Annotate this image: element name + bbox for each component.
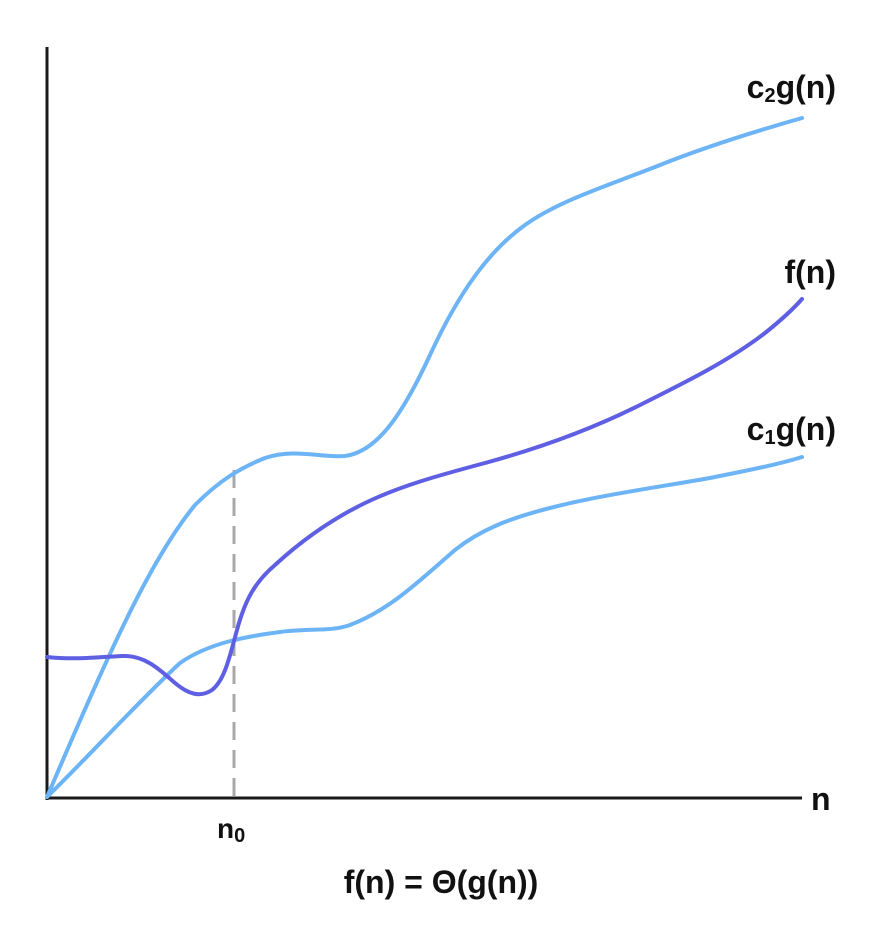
label-fn: f(n) xyxy=(784,254,836,290)
x-axis-label: n xyxy=(811,781,831,817)
threshold-label: n0 xyxy=(217,813,245,847)
label-c1g: c1g(n) xyxy=(747,411,836,449)
curve-c2g xyxy=(45,116,804,799)
curve-fn xyxy=(45,297,804,697)
caption: f(n) = Θ(g(n)) xyxy=(344,864,539,900)
label-c2g: c2g(n) xyxy=(747,69,836,107)
curve-c1g xyxy=(45,455,804,799)
